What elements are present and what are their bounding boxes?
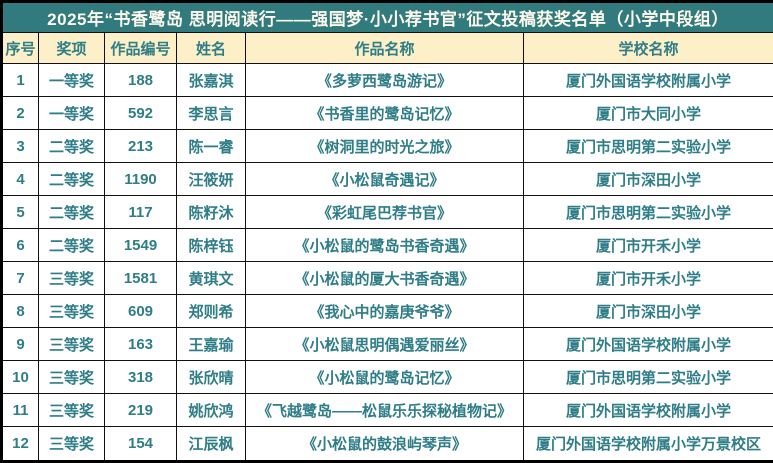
col-header-work: 作品名称: [245, 32, 524, 64]
cell-code: 213: [104, 129, 177, 164]
cell-work: 《多萝西鹭岛游记》: [245, 62, 524, 98]
table-row: 2 一等奖 592 李思言 《书香里的鹭岛记忆》 厦门市大同小学: [1, 96, 773, 131]
cell-name: 陈籽沐: [176, 195, 246, 230]
cell-no: 12: [1, 426, 39, 462]
cell-no: 11: [1, 393, 39, 428]
col-header-school: 学校名称: [522, 32, 773, 64]
cell-work: 《飞越鹭岛——松鼠乐乐探秘植物记》: [245, 393, 524, 428]
table-row: 8 三等奖 609 郑则希 《我心中的嘉庚爷爷》 厦门市深田小学: [1, 294, 773, 329]
cell-name: 陈梓钰: [176, 228, 246, 263]
cell-name: 陈一睿: [176, 129, 246, 164]
cell-award: 三等奖: [38, 426, 105, 462]
cell-award: 三等奖: [38, 360, 105, 395]
cell-award: 二等奖: [38, 195, 105, 230]
table-row: 7 三等奖 1581 黄琪文 《小松鼠的厦大书香奇遇》 厦门市开禾小学: [1, 261, 773, 296]
cell-name: 汪筱妍: [176, 162, 246, 197]
cell-award: 二等奖: [38, 129, 105, 164]
cell-code: 318: [104, 360, 177, 395]
cell-name: 江辰枫: [176, 426, 246, 462]
cell-no: 6: [1, 228, 39, 263]
cell-name: 王嘉瑜: [176, 327, 246, 362]
cell-code: 1190: [104, 162, 177, 197]
cell-name: 郑则希: [176, 294, 246, 329]
cell-award: 三等奖: [38, 327, 105, 362]
cell-work: 《彩虹尾巴荐书官》: [245, 195, 524, 230]
cell-no: 1: [1, 62, 39, 98]
table-row: 10 三等奖 318 张欣晴 《小松鼠的鹭岛记忆》 厦门市思明第二实验小学: [1, 360, 773, 395]
cell-no: 9: [1, 327, 39, 362]
cell-school: 厦门市深田小学: [522, 294, 773, 329]
cell-school: 厦门外国语学校附属小学万景校区: [522, 426, 773, 462]
cell-school: 厦门外国语学校附属小学: [522, 393, 773, 428]
cell-award: 三等奖: [38, 294, 105, 329]
cell-school: 厦门市思明第二实验小学: [522, 129, 773, 164]
cell-no: 10: [1, 360, 39, 395]
table-row: 5 二等奖 117 陈籽沐 《彩虹尾巴荐书官》 厦门市思明第二实验小学: [1, 195, 773, 230]
cell-code: 188: [104, 62, 177, 98]
cell-code: 219: [104, 393, 177, 428]
cell-work: 《小松鼠的鹭岛记忆》: [245, 360, 524, 395]
cell-no: 5: [1, 195, 39, 230]
table-row: 4 二等奖 1190 汪筱妍 《小松鼠奇遇记》 厦门市深田小学: [1, 162, 773, 197]
table-row: 3 二等奖 213 陈一睿 《树洞里的时光之旅》 厦门市思明第二实验小学: [1, 129, 773, 164]
cell-work: 《书香里的鹭岛记忆》: [245, 96, 524, 131]
cell-school: 厦门市开禾小学: [522, 228, 773, 263]
cell-work: 《小松鼠思明偶遇爱丽丝》: [245, 327, 524, 362]
col-header-no: 序号: [1, 32, 39, 64]
cell-code: 117: [104, 195, 177, 230]
cell-award: 二等奖: [38, 228, 105, 263]
table-row: 1 一等奖 188 张嘉淇 《多萝西鹭岛游记》 厦门外国语学校附属小学: [1, 62, 773, 98]
cell-code: 1581: [104, 261, 177, 296]
cell-code: 1549: [104, 228, 177, 263]
cell-school: 厦门市思明第二实验小学: [522, 360, 773, 395]
col-header-name: 姓名: [176, 32, 246, 64]
cell-award: 二等奖: [38, 162, 105, 197]
cell-work: 《小松鼠的厦大书香奇遇》: [245, 261, 524, 296]
cell-name: 张嘉淇: [176, 62, 246, 98]
cell-code: 609: [104, 294, 177, 329]
cell-name: 张欣晴: [176, 360, 246, 395]
table-row: 6 二等奖 1549 陈梓钰 《小松鼠的鹭岛书香奇遇》 厦门市开禾小学: [1, 228, 773, 263]
cell-school: 厦门市开禾小学: [522, 261, 773, 296]
cell-school: 厦门市大同小学: [522, 96, 773, 131]
cell-no: 8: [1, 294, 39, 329]
cell-award: 三等奖: [38, 261, 105, 296]
cell-work: 《我心中的嘉庚爷爷》: [245, 294, 524, 329]
cell-school: 厦门市思明第二实验小学: [522, 195, 773, 230]
cell-work: 《小松鼠的鹭岛书香奇遇》: [245, 228, 524, 263]
col-header-code: 作品编号: [104, 32, 177, 64]
cell-award: 三等奖: [38, 393, 105, 428]
cell-school: 厦门市深田小学: [522, 162, 773, 197]
cell-school: 厦门外国语学校附属小学: [522, 62, 773, 98]
cell-no: 4: [1, 162, 39, 197]
table-row: 9 三等奖 163 王嘉瑜 《小松鼠思明偶遇爱丽丝》 厦门外国语学校附属小学: [1, 327, 773, 362]
table-row: 11 三等奖 219 姚欣鸿 《飞越鹭岛——松鼠乐乐探秘植物记》 厦门外国语学校…: [1, 393, 773, 428]
cell-school: 厦门外国语学校附属小学: [522, 327, 773, 362]
cell-code: 163: [104, 327, 177, 362]
cell-no: 7: [1, 261, 39, 296]
cell-name: 姚欣鸿: [176, 393, 246, 428]
header-row: 序号 奖项 作品编号 姓名 作品名称 学校名称: [1, 32, 773, 64]
cell-no: 2: [1, 96, 39, 131]
cell-award: 一等奖: [38, 96, 105, 131]
col-header-award: 奖项: [38, 32, 105, 64]
cell-work: 《树洞里的时光之旅》: [245, 129, 524, 164]
cell-code: 592: [104, 96, 177, 131]
table-row: 12 三等奖 154 江辰枫 《小松鼠的鼓浪屿琴声》 厦门外国语学校附属小学万景…: [1, 426, 773, 462]
title-row: 2025年“书香鹭岛 思明阅读行——强国梦·小小荐书官”征文投稿获奖名单（小学中…: [0, 1, 773, 33]
cell-work: 《小松鼠奇遇记》: [245, 162, 524, 197]
cell-code: 154: [104, 426, 177, 462]
cell-name: 李思言: [176, 96, 246, 131]
cell-name: 黄琪文: [176, 261, 246, 296]
award-table-body: 1 一等奖 188 张嘉淇 《多萝西鹭岛游记》 厦门外国语学校附属小学 2 一等…: [1, 62, 773, 462]
cell-award: 一等奖: [38, 62, 105, 98]
page-title: 2025年“书香鹭岛 思明阅读行——强国梦·小小荐书官”征文投稿获奖名单（小学中…: [0, 1, 773, 33]
cell-work: 《小松鼠的鼓浪屿琴声》: [245, 426, 524, 462]
cell-no: 3: [1, 129, 39, 164]
